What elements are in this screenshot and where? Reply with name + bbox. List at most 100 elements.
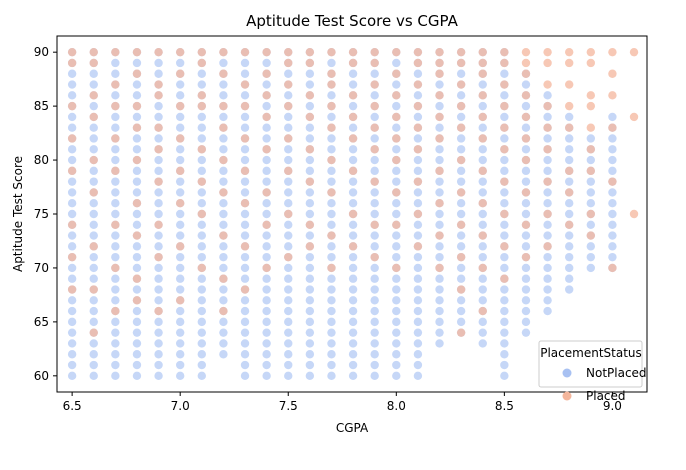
- data-point-placed: [284, 166, 293, 176]
- data-point-placed: [435, 134, 444, 143]
- data-point-placed: [521, 155, 531, 165]
- data-point-notplaced: [175, 263, 185, 273]
- data-point-notplaced: [370, 350, 379, 359]
- data-point-placed: [629, 209, 639, 219]
- data-point-notplaced: [175, 91, 185, 100]
- data-point-notplaced: [175, 339, 185, 348]
- legend: PlacementStatus NotPlaced Placed: [538, 340, 647, 403]
- data-point-notplaced: [413, 263, 423, 273]
- data-point-notplaced: [370, 317, 379, 327]
- data-point-placed: [327, 263, 336, 273]
- data-point-placed: [327, 101, 336, 111]
- data-point-notplaced: [89, 339, 98, 348]
- data-point-notplaced: [435, 296, 444, 305]
- data-point-notplaced: [392, 317, 401, 327]
- data-point-placed: [478, 112, 487, 122]
- data-point-notplaced: [284, 360, 293, 370]
- data-point-placed: [456, 328, 466, 337]
- data-point-placed: [586, 123, 596, 132]
- data-point-placed: [456, 123, 466, 132]
- data-point-placed: [262, 220, 271, 229]
- data-point-placed: [175, 101, 185, 111]
- data-point-notplaced: [521, 123, 531, 132]
- data-point-placed: [521, 91, 531, 100]
- data-point-notplaced: [543, 231, 552, 240]
- data-point-placed: [586, 101, 596, 111]
- data-point-placed: [608, 123, 617, 132]
- data-point-notplaced: [67, 199, 77, 208]
- data-point-notplaced: [543, 263, 552, 273]
- data-point-notplaced: [348, 231, 358, 240]
- data-point-placed: [327, 69, 336, 78]
- data-point-notplaced: [284, 69, 293, 78]
- data-point-notplaced: [132, 91, 142, 100]
- data-point-notplaced: [370, 306, 379, 316]
- data-point-notplaced: [132, 252, 142, 262]
- data-point-notplaced: [305, 328, 315, 337]
- data-point-placed: [175, 296, 185, 305]
- data-point-notplaced: [262, 177, 271, 186]
- data-point-notplaced: [305, 69, 315, 78]
- data-point-notplaced: [521, 306, 531, 316]
- data-point-notplaced: [240, 296, 250, 305]
- data-point-notplaced: [132, 371, 142, 381]
- data-point-notplaced: [219, 296, 228, 305]
- data-point-placed: [327, 155, 336, 165]
- data-point-notplaced: [500, 371, 509, 381]
- data-point-notplaced: [240, 155, 250, 165]
- data-point-notplaced: [413, 134, 423, 143]
- data-point-notplaced: [348, 145, 358, 154]
- data-point-notplaced: [219, 317, 228, 327]
- data-point-notplaced: [413, 360, 423, 370]
- data-point-notplaced: [262, 328, 271, 337]
- data-point-notplaced: [262, 123, 271, 132]
- data-point-placed: [565, 166, 574, 176]
- data-point-notplaced: [521, 101, 531, 111]
- data-point-notplaced: [327, 242, 336, 251]
- data-point-placed: [500, 177, 509, 186]
- data-point-placed: [370, 177, 379, 186]
- data-point-notplaced: [154, 199, 163, 208]
- data-point-notplaced: [284, 112, 293, 122]
- data-point-notplaced: [543, 91, 552, 100]
- data-point-notplaced: [608, 252, 617, 262]
- data-point-placed: [89, 285, 98, 294]
- data-point-placed: [327, 80, 336, 89]
- data-point-notplaced: [305, 166, 315, 176]
- data-point-notplaced: [327, 285, 336, 294]
- data-point-placed: [435, 112, 444, 122]
- data-point-notplaced: [543, 188, 552, 197]
- data-point-notplaced: [413, 274, 423, 283]
- data-point-placed: [456, 80, 466, 89]
- legend-title: PlacementStatus: [540, 346, 642, 360]
- data-point-placed: [456, 252, 466, 262]
- data-point-notplaced: [478, 177, 487, 186]
- data-point-notplaced: [370, 371, 379, 381]
- data-point-notplaced: [392, 285, 401, 294]
- data-point-notplaced: [521, 80, 531, 89]
- data-point-placed: [392, 220, 401, 229]
- data-point-placed: [154, 177, 163, 186]
- data-point-notplaced: [478, 285, 487, 294]
- data-point-notplaced: [413, 166, 423, 176]
- data-point-placed: [478, 306, 487, 316]
- data-point-notplaced: [284, 242, 293, 251]
- data-point-placed: [154, 220, 163, 229]
- data-point-notplaced: [262, 252, 271, 262]
- data-point-notplaced: [370, 360, 379, 370]
- data-point-notplaced: [435, 306, 444, 316]
- data-point-placed: [262, 47, 271, 57]
- data-point-notplaced: [175, 80, 185, 89]
- data-point-notplaced: [67, 296, 77, 305]
- data-point-notplaced: [67, 145, 77, 154]
- data-point-notplaced: [305, 317, 315, 327]
- data-point-notplaced: [240, 360, 250, 370]
- data-point-placed: [219, 69, 228, 78]
- data-point-notplaced: [543, 285, 552, 294]
- data-point-notplaced: [500, 328, 509, 337]
- data-point-notplaced: [478, 220, 487, 229]
- data-point-placed: [132, 199, 142, 208]
- data-point-notplaced: [67, 263, 77, 273]
- data-point-notplaced: [565, 177, 574, 186]
- data-point-notplaced: [608, 188, 617, 197]
